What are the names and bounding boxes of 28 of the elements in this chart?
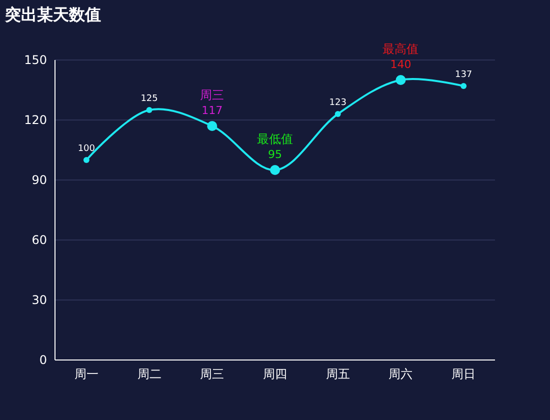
y-tick-label: 120 [24,113,47,127]
y-tick-label: 0 [39,353,47,367]
x-tick-label: 周四 [263,367,287,381]
data-label: 95 [268,148,282,161]
chart-title: 突出某天数值 [4,5,101,24]
data-label: 123 [329,98,346,108]
y-tick-label: 30 [32,293,47,307]
y-tick-label: 90 [32,173,47,187]
annotation: 最高值 [382,42,419,56]
point [146,107,152,113]
point [334,111,341,117]
x-tick-label: 周六 [388,367,413,381]
annotation: 最低值 [257,132,293,146]
x-tick-label: 周日 [452,367,476,381]
point [460,83,467,89]
data-label: 137 [454,70,472,80]
y-tick-label: 150 [24,53,47,67]
x-tick-label: 周一 [74,367,98,381]
data-label: 100 [78,144,96,154]
x-tick-label: 周三 [200,367,224,381]
x-tick-label: 周五 [326,367,350,381]
data-label: 140 [390,58,412,71]
data-label: 117 [202,104,223,117]
y-tick-label: 60 [32,233,47,247]
data-label: 125 [140,94,158,104]
annotation: 周三 [200,88,224,102]
x-tick-label: 周二 [137,367,162,381]
point [83,157,90,163]
